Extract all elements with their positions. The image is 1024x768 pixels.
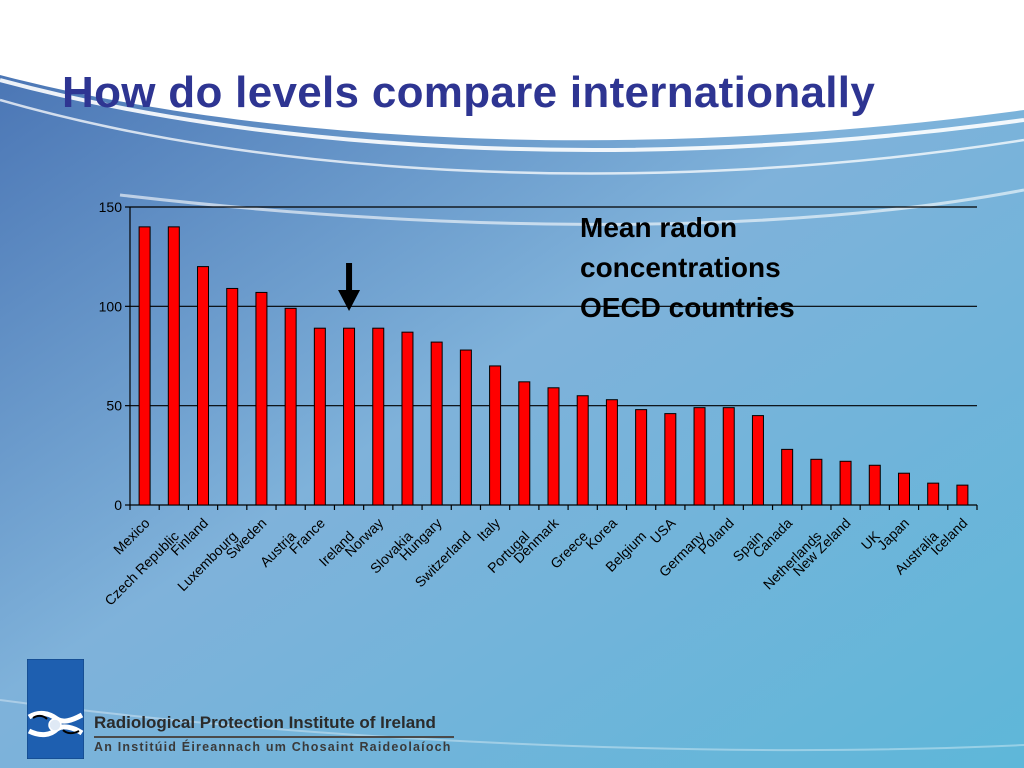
bar-denmark xyxy=(547,387,560,506)
highlight-arrow xyxy=(338,263,361,311)
institute-logo: Radiological Protection Institute of Ire… xyxy=(27,659,457,759)
bar-iceland xyxy=(956,484,969,506)
x-tick-label-korea: Korea xyxy=(582,515,620,553)
bar-hungary xyxy=(430,341,443,506)
bar-switzerland xyxy=(459,349,472,506)
bar-japan xyxy=(897,472,910,506)
bar-italy xyxy=(489,365,502,506)
bar-new-zeland xyxy=(839,460,852,506)
bar-ireland xyxy=(343,327,356,506)
y-tick-labels: 0 50 100 150 xyxy=(99,199,123,513)
arrow-down-icon xyxy=(338,290,361,311)
bar-france xyxy=(313,327,326,506)
bar-australia xyxy=(927,482,940,506)
annotation-line-3: OECD countries xyxy=(580,292,795,323)
y-tick-label-0: 0 xyxy=(114,497,122,513)
institute-name: Radiological Protection Institute of Ire… xyxy=(94,713,436,732)
bar-portugal xyxy=(518,381,531,506)
bar-uk xyxy=(868,464,881,506)
bar-finland xyxy=(197,266,210,506)
y-tick-label-3: 150 xyxy=(99,199,123,215)
bar-mexico xyxy=(138,226,151,506)
x-tick-label-japan: Japan xyxy=(874,515,912,553)
bar-netherlands xyxy=(810,458,823,506)
bar-belgium xyxy=(635,409,648,506)
logo-divider xyxy=(94,736,454,738)
bars xyxy=(138,226,969,506)
bar-poland xyxy=(722,407,735,506)
x-tick-label-usa: USA xyxy=(647,514,679,546)
institute-name-irish: An Institúid Éireannach um Chosaint Raid… xyxy=(94,740,452,754)
bar-norway xyxy=(372,327,385,506)
bar-slovakia xyxy=(401,331,414,506)
y-tick-label-1: 50 xyxy=(106,398,122,414)
annotation-line-1: Mean radon xyxy=(580,212,738,243)
bar-greece xyxy=(576,395,589,506)
bar-luxembourg xyxy=(226,287,239,506)
bar-spain xyxy=(751,415,764,506)
arrow-shaft xyxy=(346,263,353,293)
y-tick-label-2: 100 xyxy=(99,298,123,314)
bar-czech-republic xyxy=(167,226,180,506)
slide-title: How do levels compare internationally xyxy=(62,68,876,117)
bar-korea xyxy=(605,399,618,506)
x-tick-label-italy: Italy xyxy=(474,515,503,544)
bar-austria xyxy=(284,307,297,506)
bar-sweden xyxy=(255,291,268,506)
chart-annotation: Mean radon concentrations OECD countries xyxy=(580,208,795,328)
bar-canada xyxy=(781,448,794,506)
annotation-line-2: concentrations xyxy=(580,252,781,283)
x-tick-label-czech-republic: Czech Republic xyxy=(101,528,182,609)
rpii-emblem-icon xyxy=(27,659,84,759)
bar-usa xyxy=(664,413,677,506)
x-tick-label-greece: Greece xyxy=(547,528,591,572)
bar-germany xyxy=(693,407,706,506)
